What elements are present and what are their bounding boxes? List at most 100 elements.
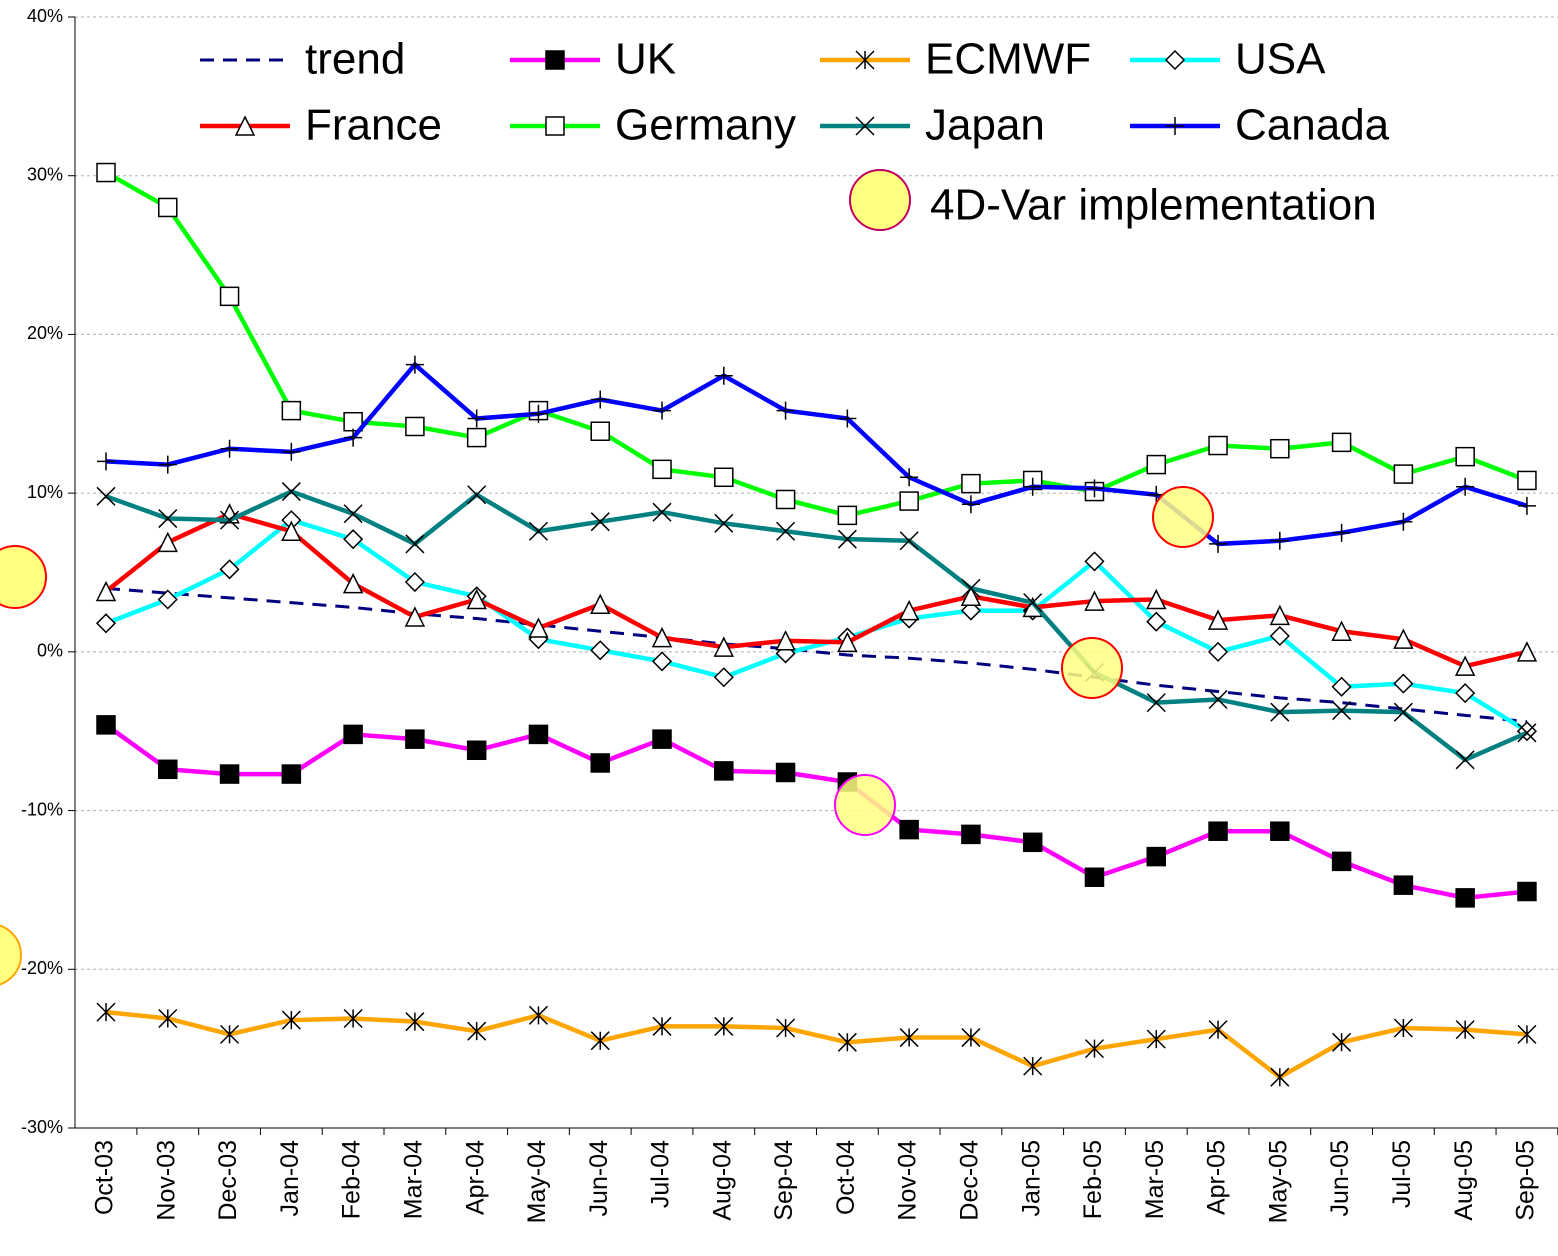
marker: [158, 509, 178, 529]
series: Germany: [96, 101, 1537, 526]
marker: [1393, 1018, 1413, 1038]
x-tick-label: Oct-03: [91, 1140, 119, 1215]
plot-area: -30% -20% -10% 0% 10% 20% 30% 40% Oct-03 Nov-03 De…: [21, 6, 1558, 1223]
marker: [545, 116, 565, 136]
marker: [1146, 846, 1167, 867]
x-tick-label: Apr-05: [1203, 1140, 1231, 1215]
marker: [1164, 49, 1186, 71]
marker: [220, 1024, 240, 1044]
marker: [775, 489, 796, 510]
marker: [96, 162, 116, 183]
marker: [1393, 875, 1414, 895]
x-tick-label: Feb-04: [338, 1140, 366, 1219]
marker: [1023, 477, 1042, 496]
marker: [776, 521, 796, 541]
series-line: [105, 586, 1528, 724]
marker: [1393, 702, 1413, 722]
x-tick-label: Aug-04: [708, 1140, 736, 1221]
marker: [1456, 477, 1475, 496]
marker: [95, 613, 117, 634]
marker: [776, 1018, 796, 1038]
x-tick-label: Mar-05: [1141, 1140, 1169, 1219]
marker: [1517, 470, 1537, 491]
marker: [1085, 479, 1104, 498]
marker: [405, 534, 425, 554]
marker: [837, 1032, 857, 1052]
marker: [961, 578, 981, 598]
series-line: [105, 1009, 1528, 1080]
marker: [775, 762, 796, 783]
marker: [405, 416, 425, 437]
marker: [466, 427, 487, 448]
marker: [343, 1008, 363, 1029]
marker: [1455, 888, 1475, 908]
marker: [960, 585, 982, 607]
series: Canada: [97, 101, 1536, 553]
marker: [281, 482, 301, 502]
marker: [157, 531, 178, 553]
legend-label: Canada: [1235, 101, 1390, 150]
marker: [898, 599, 920, 621]
marker: [899, 491, 919, 511]
marker: [528, 617, 549, 638]
implementation-markers: [834, 169, 1214, 836]
marker: [528, 724, 549, 745]
marker: [281, 400, 302, 421]
implementation-marker: [1061, 637, 1123, 699]
marker: [855, 116, 875, 136]
marker: [1269, 625, 1290, 647]
marker: [545, 50, 565, 70]
implementation-marker: [0, 545, 47, 609]
y-tick-label: 40%: [27, 6, 63, 26]
marker: [653, 401, 672, 420]
marker: [1331, 432, 1352, 453]
marker: [590, 593, 611, 614]
marker: [1270, 1067, 1290, 1087]
marker: [97, 452, 115, 471]
marker: [528, 1005, 548, 1025]
marker: [651, 626, 673, 648]
marker: [837, 631, 858, 653]
marker: [1269, 604, 1291, 626]
marker: [158, 455, 177, 474]
marker: [158, 759, 178, 780]
marker: [837, 529, 857, 549]
x-tick-label: Nov-04: [894, 1140, 922, 1221]
marker: [652, 1016, 672, 1036]
marker: [713, 636, 735, 657]
series-line: [104, 723, 1528, 901]
legend-implementation-marker: [849, 169, 911, 231]
marker: [1332, 1032, 1352, 1052]
series: Japan: [96, 101, 1537, 770]
marker: [652, 729, 672, 749]
marker: [404, 606, 426, 627]
marker: [1209, 534, 1228, 553]
y-tick-label: -20%: [21, 958, 63, 978]
implementation-marker: [0, 924, 22, 986]
marker: [281, 520, 302, 541]
marker: [466, 588, 487, 610]
marker: [590, 421, 610, 441]
marker: [234, 115, 256, 136]
implementation-marker: [1152, 486, 1214, 548]
marker: [1516, 641, 1538, 662]
marker: [1454, 655, 1476, 676]
marker: [714, 467, 734, 488]
marker: [837, 505, 858, 526]
marker: [960, 600, 981, 621]
marker: [95, 580, 117, 602]
marker: [1393, 628, 1414, 649]
marker: [961, 495, 980, 514]
marker: [1146, 454, 1167, 475]
series-line: [105, 361, 1528, 547]
marker: [855, 50, 875, 70]
marker: [1084, 590, 1105, 611]
series-line: [104, 170, 1528, 518]
marker: [1332, 701, 1352, 721]
marker: [528, 521, 548, 541]
implementation-markers: [0, 545, 47, 986]
marker: [96, 486, 116, 506]
x-tick-label: Oct-04: [832, 1140, 860, 1215]
marker: [405, 355, 424, 374]
marker: [590, 753, 610, 773]
